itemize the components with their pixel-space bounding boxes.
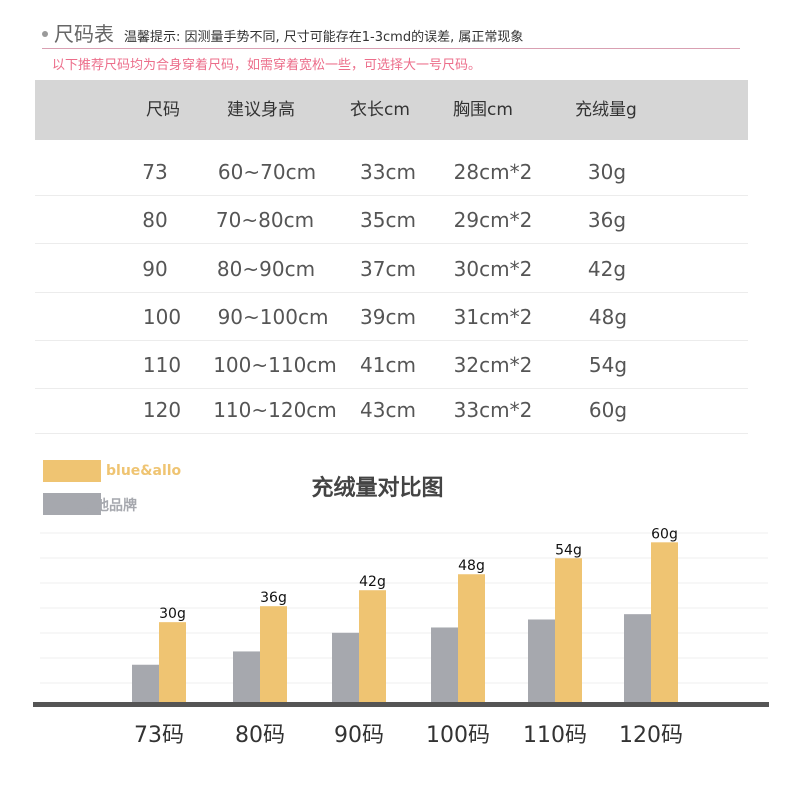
cell-fill: 36g [587, 208, 627, 232]
cell-fill: 42g [587, 257, 627, 281]
size-table-header: 尺码 建议身高 衣长cm 胸围cm 充绒量g [35, 80, 748, 140]
cell-chest: 31cm*2 [453, 305, 533, 329]
row-divider [35, 243, 748, 244]
table-row: 120 110~120cm 43cm 33cm*2 60g [35, 386, 748, 434]
cell-height: 100~110cm [213, 353, 337, 377]
measurement-tip: 温馨提示: 因测量手势不同, 尺寸可能存在1-3cmd的误差, 属正常现象 [124, 30, 524, 45]
column-header-height: 建议身高 [227, 100, 295, 120]
cell-size: 90 [142, 257, 168, 281]
legend-swatch-other-brands [43, 493, 101, 515]
cell-length: 39cm [360, 305, 416, 329]
table-row: 73 60~70cm 33cm 28cm*2 30g [35, 148, 748, 196]
cell-height: 110~120cm [213, 398, 337, 422]
bar-other-brands [431, 627, 458, 702]
bar-blue-allo [260, 606, 287, 702]
row-divider [35, 292, 748, 293]
legend-swatch-blue-allo [43, 460, 101, 482]
column-header-fill: 充绒量g [575, 100, 637, 120]
category-label: 80码 [235, 723, 285, 748]
cell-fill: 60g [588, 398, 628, 422]
category-label: 90码 [334, 723, 384, 748]
bar-blue-allo [159, 622, 186, 702]
column-header-size: 尺码 [146, 100, 180, 120]
cell-length: 37cm [360, 257, 416, 281]
column-header-length: 衣长cm [350, 100, 410, 120]
cell-fill: 48g [588, 305, 628, 329]
row-divider [35, 388, 748, 389]
cell-chest: 33cm*2 [453, 398, 533, 422]
cell-height: 80~90cm [216, 257, 316, 281]
cell-chest: 29cm*2 [453, 208, 533, 232]
row-divider [35, 433, 748, 434]
cell-chest: 28cm*2 [453, 160, 533, 184]
cell-size: 80 [142, 208, 168, 232]
page-title: 尺码表 [54, 22, 114, 46]
cell-size: 73 [142, 160, 168, 184]
table-row: 90 80~90cm 37cm 30cm*2 42g [35, 245, 748, 293]
data-label: 48g [458, 558, 485, 574]
chart-title: 充绒量对比图 [311, 476, 444, 501]
bar-blue-allo [359, 590, 386, 702]
category-label: 120码 [619, 723, 683, 748]
bar-blue-allo [555, 558, 582, 702]
cell-chest: 30cm*2 [453, 257, 533, 281]
data-label: 60g [651, 526, 678, 542]
size-chart-header: 尺码表 温馨提示: 因测量手势不同, 尺寸可能存在1-3cmd的误差, 属正常现… [42, 18, 523, 46]
category-label: 100码 [426, 723, 490, 748]
data-label: 36g [260, 590, 287, 606]
cell-height: 70~80cm [215, 208, 315, 232]
cell-length: 33cm [360, 160, 416, 184]
bar-blue-allo [458, 574, 485, 702]
cell-chest: 32cm*2 [453, 353, 533, 377]
cell-length: 41cm [360, 353, 416, 377]
bar-other-brands [528, 619, 555, 702]
bar-other-brands [332, 632, 359, 702]
cell-fill: 54g [588, 353, 628, 377]
cell-length: 35cm [360, 208, 416, 232]
cell-size: 120 [142, 398, 182, 422]
data-label: 42g [359, 574, 386, 590]
column-header-chest: 胸围cm [453, 100, 513, 120]
data-label: 30g [159, 606, 186, 622]
category-label: 73码 [134, 723, 184, 748]
cell-fill: 30g [587, 160, 627, 184]
table-row: 80 70~80cm 35cm 29cm*2 36g [35, 196, 748, 244]
fill-comparison-chart: 30g 73码 36g 80码 42g 90码 48g 100码 54g 110码 60g 120码 [33, 526, 769, 748]
cell-size: 110 [142, 353, 182, 377]
legend-label-blue-allo: blue&allo [106, 463, 182, 479]
row-divider [35, 340, 748, 341]
table-row: 100 90~100cm 39cm 31cm*2 48g [35, 293, 748, 341]
bar-other-brands [624, 614, 651, 702]
table-row: 110 100~110cm 41cm 32cm*2 54g [35, 341, 748, 389]
x-axis-baseline [33, 702, 769, 707]
data-label: 54g [555, 542, 582, 558]
cell-length: 43cm [360, 398, 416, 422]
category-label: 110码 [523, 723, 587, 748]
cell-height: 60~70cm [217, 160, 317, 184]
bullet-dot [42, 31, 48, 37]
cell-size: 100 [142, 305, 182, 329]
bar-other-brands [132, 664, 159, 702]
row-divider [35, 195, 748, 196]
legend-label-other-brands: 其他品牌 [81, 498, 137, 514]
bar-blue-allo [651, 542, 678, 702]
cell-height: 90~100cm [217, 305, 329, 329]
title-divider [42, 48, 740, 49]
bar-other-brands [233, 651, 260, 702]
size-advice: 以下推荐尺码均为合身穿着尺码，如需穿着宽松一些，可选择大一号尺码。 [52, 58, 482, 73]
